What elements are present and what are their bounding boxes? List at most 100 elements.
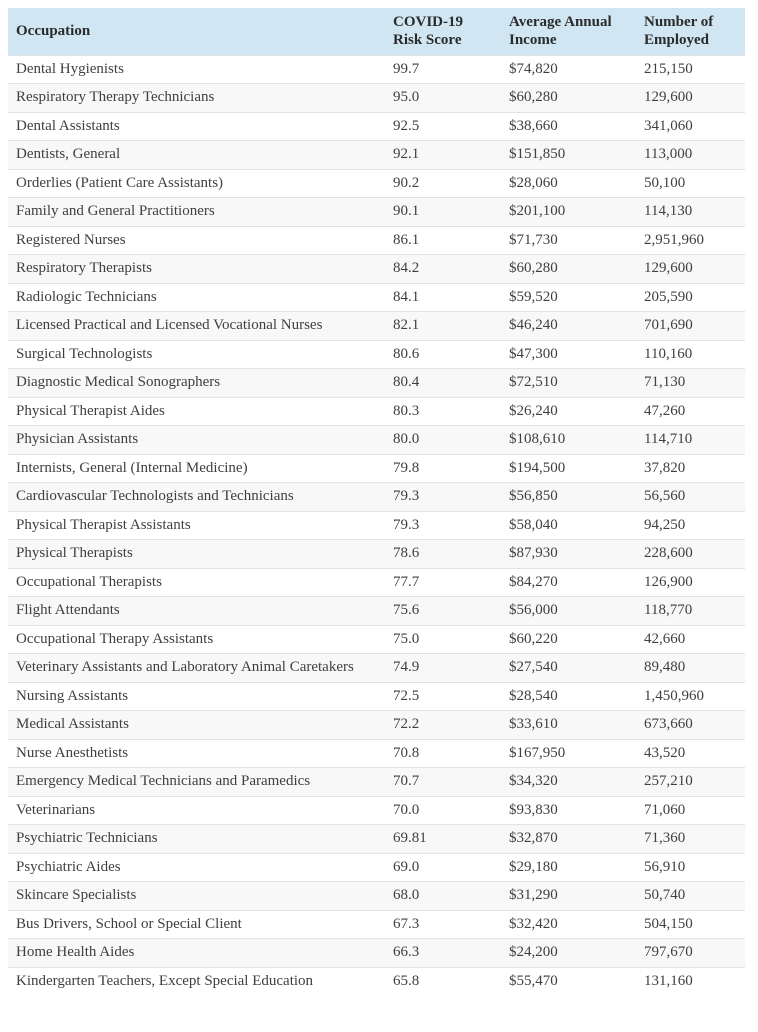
table-row: Radiologic Technicians 84.1 $59,520 205,590: [8, 282, 745, 312]
cell-employed: 113,000: [636, 140, 745, 169]
cell-risk_score: 70.7: [385, 767, 501, 796]
cell-occupation: Flight Attendants: [8, 596, 385, 625]
table-row: Surgical Technologists 80.6 $47,300 110,160: [8, 339, 745, 369]
cell-risk_score: 78.6: [385, 539, 501, 568]
cell-occupation: Nursing Assistants: [8, 681, 385, 711]
table-row: Dental Hygienists 99.7 $74,820 215,150: [8, 54, 745, 84]
cell-occupation: Nurse Anesthetists: [8, 738, 385, 768]
cell-risk_score: 79.3: [385, 482, 501, 511]
cell-occupation: Respiratory Therapists: [8, 254, 385, 283]
table-row: Bus Drivers, School or Special Client 67.…: [8, 909, 745, 939]
cell-income: $59,520: [501, 282, 636, 312]
cell-risk_score: 75.6: [385, 596, 501, 625]
cell-occupation: Bus Drivers, School or Special Client: [8, 909, 385, 939]
cell-employed: 673,660: [636, 710, 745, 739]
cell-employed: 131,160: [636, 966, 745, 996]
cell-income: $84,270: [501, 567, 636, 597]
cell-risk_score: 90.1: [385, 197, 501, 226]
cell-income: $56,000: [501, 596, 636, 625]
cell-employed: 118,770: [636, 596, 745, 625]
cell-employed: 228,600: [636, 539, 745, 568]
cell-employed: 341,060: [636, 111, 745, 141]
table-row: Occupational Therapists 77.7 $84,270 126,90…: [8, 567, 745, 597]
cell-risk_score: 80.3: [385, 396, 501, 426]
table-row: Orderlies (Patient Care Assistants) 90.2 $…: [8, 168, 745, 198]
cell-income: $56,850: [501, 482, 636, 511]
cell-risk_score: 79.8: [385, 453, 501, 483]
column-header-risk-score: COVID-19 Risk Score: [385, 8, 501, 55]
cell-employed: 129,600: [636, 254, 745, 283]
cell-income: $74,820: [501, 54, 636, 84]
cell-occupation: Veterinarians: [8, 795, 385, 825]
cell-risk_score: 80.6: [385, 339, 501, 369]
table-row: Psychiatric Technicians 69.81 $32,870 71,36…: [8, 824, 745, 853]
cell-income: $55,470: [501, 966, 636, 996]
cell-income: $28,060: [501, 168, 636, 198]
cell-income: $34,320: [501, 767, 636, 796]
cell-income: $26,240: [501, 396, 636, 426]
cell-occupation: Skincare Specialists: [8, 881, 385, 910]
cell-employed: 1,450,960: [636, 681, 745, 711]
table-row: Nursing Assistants 72.5 $28,540 1,450,960: [8, 681, 745, 711]
table-row: Cardiovascular Technologists and Technic…: [8, 482, 745, 511]
table-row: Family and General Practitioners 90.1 $201…: [8, 197, 745, 226]
cell-occupation: Dental Assistants: [8, 111, 385, 141]
cell-risk_score: 67.3: [385, 909, 501, 939]
table-row: Nurse Anesthetists 70.8 $167,950 43,520: [8, 738, 745, 768]
cell-risk_score: 74.9: [385, 653, 501, 682]
cell-risk_score: 82.1: [385, 311, 501, 340]
table-row: Occupational Therapy Assistants 75.0 $60,2…: [8, 624, 745, 654]
cell-occupation: Emergency Medical Technicians and Parame…: [8, 767, 385, 796]
cell-occupation: Registered Nurses: [8, 225, 385, 255]
table-row: Licensed Practical and Licensed Vocation…: [8, 311, 745, 340]
cell-income: $27,540: [501, 653, 636, 682]
cell-risk_score: 77.7: [385, 567, 501, 597]
cell-employed: 215,150: [636, 54, 745, 84]
cell-employed: 114,130: [636, 197, 745, 226]
cell-risk_score: 69.81: [385, 824, 501, 853]
cell-risk_score: 95.0: [385, 83, 501, 112]
cell-employed: 701,690: [636, 311, 745, 340]
cell-income: $71,730: [501, 225, 636, 255]
cell-income: $72,510: [501, 368, 636, 397]
cell-risk_score: 90.2: [385, 168, 501, 198]
cell-occupation: Kindergarten Teachers, Except Special Ed…: [8, 966, 385, 996]
cell-employed: 126,900: [636, 567, 745, 597]
cell-occupation: Family and General Practitioners: [8, 197, 385, 226]
cell-income: $29,180: [501, 852, 636, 882]
cell-income: $38,660: [501, 111, 636, 141]
cell-risk_score: 65.8: [385, 966, 501, 996]
cell-income: $60,280: [501, 83, 636, 112]
cell-employed: 50,740: [636, 881, 745, 910]
cell-risk_score: 70.0: [385, 795, 501, 825]
table-row: Physical Therapist Assistants 79.3 $58,040…: [8, 510, 745, 540]
cell-income: $31,290: [501, 881, 636, 910]
cell-employed: 129,600: [636, 83, 745, 112]
cell-risk_score: 80.4: [385, 368, 501, 397]
cell-risk_score: 92.1: [385, 140, 501, 169]
cell-income: $47,300: [501, 339, 636, 369]
cell-income: $60,220: [501, 624, 636, 654]
cell-income: $108,610: [501, 425, 636, 454]
cell-risk_score: 68.0: [385, 881, 501, 910]
cell-income: $151,850: [501, 140, 636, 169]
table-row: Dentists, General 92.1 $151,850 113,000: [8, 140, 745, 169]
table-row: Physical Therapists 78.6 $87,930 228,600: [8, 539, 745, 568]
cell-risk_score: 92.5: [385, 111, 501, 141]
cell-risk_score: 72.5: [385, 681, 501, 711]
cell-income: $93,830: [501, 795, 636, 825]
column-header-occupation: Occupation: [8, 8, 385, 55]
cell-employed: 205,590: [636, 282, 745, 312]
cell-income: $87,930: [501, 539, 636, 568]
cell-risk_score: 72.2: [385, 710, 501, 739]
table-row: Respiratory Therapists 84.2 $60,280 129,600: [8, 254, 745, 283]
table-row: Physician Assistants 80.0 $108,610 114,710: [8, 425, 745, 454]
table-row: Respiratory Therapy Technicians 95.0 $60,2…: [8, 83, 745, 112]
cell-risk_score: 84.1: [385, 282, 501, 312]
cell-employed: 42,660: [636, 624, 745, 654]
cell-employed: 89,480: [636, 653, 745, 682]
cell-risk_score: 84.2: [385, 254, 501, 283]
cell-occupation: Medical Assistants: [8, 710, 385, 739]
table-row: Physical Therapist Aides 80.3 $26,240 47,26…: [8, 396, 745, 426]
table-header: Occupation COVID-19 Risk Score Average A…: [8, 8, 745, 55]
